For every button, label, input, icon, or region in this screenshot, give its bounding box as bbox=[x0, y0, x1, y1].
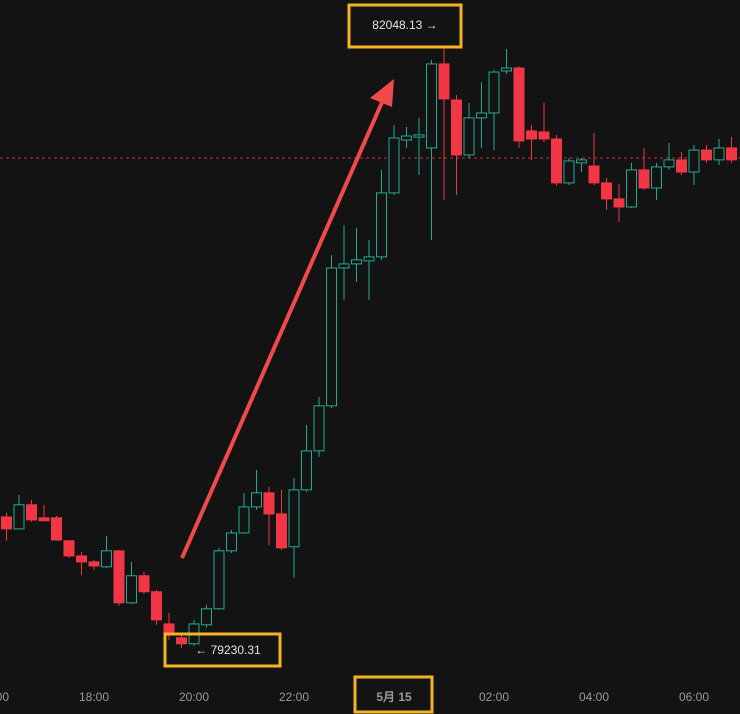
candle-body bbox=[651, 166, 662, 189]
candle-body bbox=[576, 159, 587, 164]
candle-body bbox=[626, 169, 637, 208]
candle-body bbox=[176, 637, 187, 645]
plot bbox=[0, 47, 740, 648]
candle-body bbox=[601, 182, 612, 200]
candle-body bbox=[638, 169, 650, 189]
candle-body bbox=[126, 575, 137, 604]
candle-body bbox=[476, 112, 487, 119]
candle-body bbox=[63, 540, 75, 557]
candle-body bbox=[388, 137, 400, 194]
candle-body bbox=[313, 405, 325, 452]
candle-body bbox=[713, 147, 725, 161]
candle-body bbox=[413, 134, 425, 138]
trend-arrow bbox=[180, 79, 394, 559]
x-tick-label: 16:00 bbox=[0, 690, 9, 704]
candle-body bbox=[88, 561, 100, 567]
candle-body bbox=[563, 160, 575, 184]
candle-body bbox=[351, 259, 362, 265]
x-tick-label: 5月 15 bbox=[376, 690, 412, 704]
candle-body bbox=[263, 492, 275, 515]
candle-body bbox=[663, 159, 675, 168]
candle-body bbox=[213, 550, 225, 610]
candle-body bbox=[538, 131, 550, 140]
x-tick-label: 20:00 bbox=[179, 690, 209, 704]
x-tick-label: 18:00 bbox=[79, 690, 109, 704]
candle-body bbox=[38, 517, 50, 522]
candle-body bbox=[688, 149, 700, 173]
candle-body bbox=[26, 504, 37, 521]
candle-body bbox=[151, 591, 162, 621]
candle-body bbox=[13, 504, 25, 530]
candle-body bbox=[426, 63, 437, 149]
highlight-box bbox=[353, 675, 434, 714]
candle-body bbox=[251, 492, 262, 508]
candle-body bbox=[726, 147, 737, 161]
candle-body bbox=[276, 513, 287, 549]
low-label: ← 79230.31 bbox=[195, 643, 261, 657]
x-tick-label: 04:00 bbox=[579, 690, 609, 704]
candle-body bbox=[101, 550, 112, 568]
candle-body bbox=[76, 555, 87, 563]
candle-body bbox=[501, 67, 512, 72]
candle-body bbox=[463, 117, 475, 156]
candle-body bbox=[301, 450, 312, 491]
candle-body bbox=[238, 506, 250, 534]
arrow-shaft bbox=[180, 99, 385, 559]
candle-body bbox=[376, 192, 387, 258]
arrow-head bbox=[370, 79, 394, 107]
candle-body bbox=[613, 198, 625, 208]
high-label: 82048.13 → bbox=[372, 18, 437, 32]
candle-body bbox=[113, 550, 125, 604]
candle-body bbox=[138, 575, 150, 593]
candle-body bbox=[1, 516, 12, 530]
candle-body bbox=[363, 256, 375, 262]
candle-body bbox=[326, 267, 337, 407]
x-tick-label: 02:00 bbox=[479, 690, 509, 704]
candle-body bbox=[451, 99, 462, 156]
candle-body bbox=[588, 165, 600, 184]
candle-body bbox=[676, 159, 687, 173]
candle-body bbox=[201, 608, 212, 626]
candle-body bbox=[438, 63, 450, 100]
x-tick-label: 06:00 bbox=[679, 690, 709, 704]
candle-body bbox=[513, 67, 525, 142]
highlight-box bbox=[347, 3, 463, 49]
candle-body bbox=[701, 149, 712, 161]
candle-body bbox=[488, 71, 500, 114]
x-tick-label: 22:00 bbox=[279, 690, 309, 704]
candle-body bbox=[338, 263, 350, 269]
candle-body bbox=[51, 517, 62, 541]
candle-body bbox=[163, 623, 175, 634]
highlight-box bbox=[163, 632, 282, 668]
candle-body bbox=[288, 489, 300, 548]
candle-body bbox=[226, 532, 237, 552]
candle-body bbox=[551, 138, 562, 184]
candle-body bbox=[526, 130, 537, 140]
candle-body bbox=[401, 135, 412, 141]
